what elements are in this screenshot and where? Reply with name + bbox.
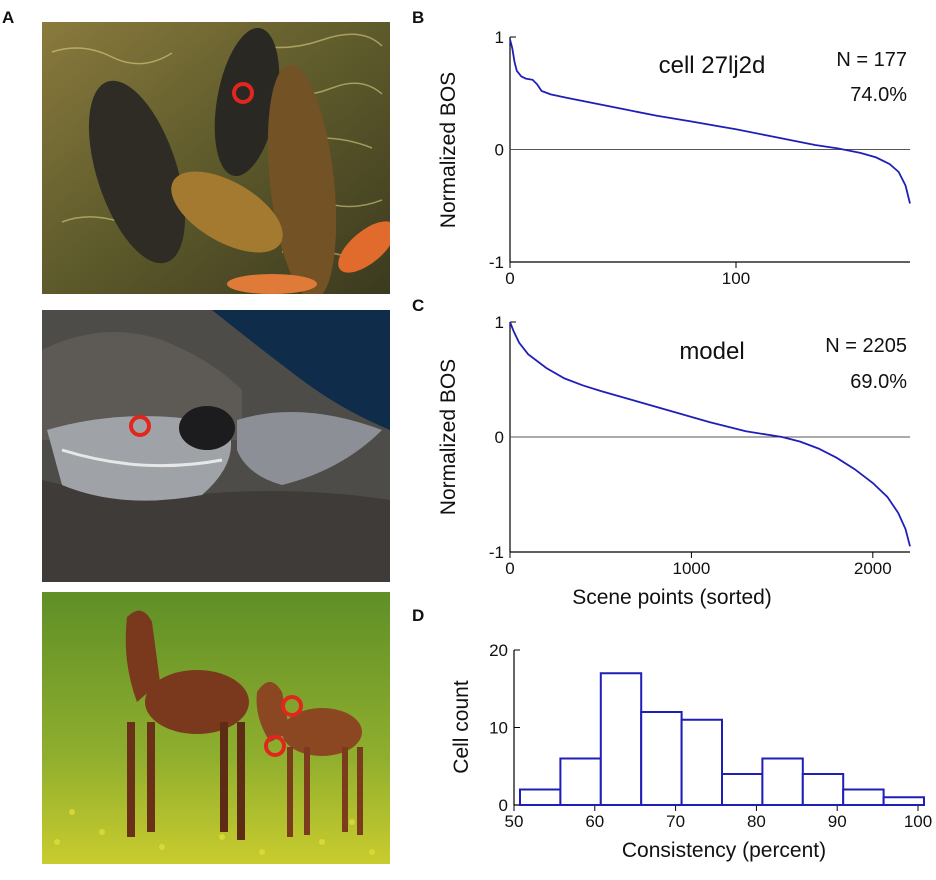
annotation-b: cell 27lj2d <box>659 52 766 79</box>
fish-photo <box>42 22 390 294</box>
panel-label-a: A <box>2 8 15 27</box>
x-axis-label-d: Consistency (percent) <box>622 839 826 862</box>
panel-label-c: C <box>412 296 425 315</box>
x-tick-label: 90 <box>828 812 847 831</box>
x-tick-label: 0 <box>505 269 514 288</box>
percent-label-b: 74.0% <box>850 84 907 106</box>
x-axis-label-c: Scene points (sorted) <box>572 586 772 609</box>
x-tick-label: 100 <box>722 269 750 288</box>
horse-photo <box>42 592 390 864</box>
n-label-b: N = 177 <box>836 49 907 71</box>
x-tick-label: 60 <box>585 812 604 831</box>
panel-label-b: B <box>412 8 425 27</box>
histogram-bar <box>640 711 683 806</box>
histogram-bar <box>761 757 804 806</box>
bird-photo <box>42 310 390 582</box>
bos-curve-c <box>509 321 911 547</box>
y-tick-label: -1 <box>489 253 504 272</box>
x-tick-label: 1000 <box>672 559 710 578</box>
y-tick-label: 1 <box>495 28 504 47</box>
histogram-bar <box>680 718 723 806</box>
x-tick-label: 80 <box>747 812 766 831</box>
y-axis-label-c: Normalized BOS <box>437 359 460 515</box>
y-tick-label: 0 <box>495 141 504 160</box>
histogram-bar <box>882 796 925 806</box>
y-tick-label: 1 <box>495 313 504 332</box>
y-tick-label: 0 <box>499 796 508 815</box>
x-tick-label: 100 <box>904 812 932 831</box>
x-tick-label: 50 <box>505 812 524 831</box>
y-tick-label: 10 <box>489 719 508 738</box>
annotation-c: model <box>679 338 744 365</box>
y-axis-label-b: Normalized BOS <box>437 72 460 228</box>
x-tick-label: 2000 <box>854 559 892 578</box>
y-tick-label: 20 <box>489 641 508 660</box>
histogram-bar <box>559 757 602 806</box>
bos-curve-b <box>509 39 911 204</box>
y-axis-label-d: Cell count <box>450 680 473 774</box>
y-tick-label: -1 <box>489 543 504 562</box>
percent-label-c: 69.0% <box>850 371 907 393</box>
x-tick-label: 0 <box>505 559 514 578</box>
y-tick-label: 0 <box>495 428 504 447</box>
n-label-c: N = 2205 <box>825 335 907 357</box>
histogram-bar <box>519 788 562 806</box>
histogram-bar <box>801 773 845 806</box>
x-tick-label: 70 <box>666 812 685 831</box>
histogram-bar <box>721 773 764 806</box>
histogram-bar <box>842 788 885 806</box>
histogram-bar <box>599 672 643 806</box>
panel-label-d: D <box>412 606 425 625</box>
